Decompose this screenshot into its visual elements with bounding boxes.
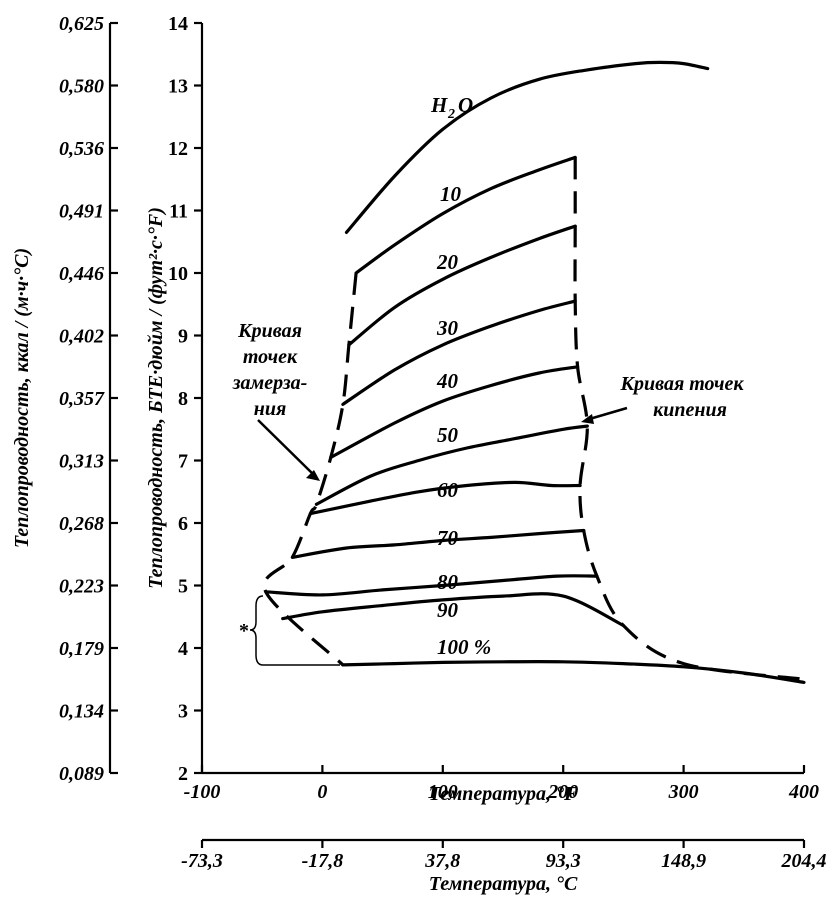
secondary-y-tick-label: 0,580 bbox=[59, 76, 104, 98]
boiling-curve-annotation: Кривая точек кипения bbox=[581, 373, 744, 424]
series-line-40 bbox=[329, 365, 580, 459]
boundary-layer bbox=[262, 157, 805, 681]
series-label-h2o-o: O bbox=[458, 93, 473, 117]
series-line-90 bbox=[281, 592, 625, 628]
freezing-point-curve bbox=[262, 272, 358, 667]
series-label-70: 70 bbox=[437, 526, 459, 550]
primary-y-tick-label: 11 bbox=[169, 201, 188, 223]
boiling-point-curve bbox=[573, 157, 805, 681]
secondary-y-tick-label: 0,313 bbox=[59, 451, 104, 473]
primary-y-tick-label: 14 bbox=[168, 13, 188, 35]
secondary-x-tick-label: -17,8 bbox=[302, 850, 344, 872]
primary-y-tick-label: 13 bbox=[168, 76, 188, 98]
freeze-line-1: Кривая bbox=[237, 320, 302, 342]
asterisk-bracket: * bbox=[239, 595, 340, 666]
boil-line-2: кипения bbox=[653, 399, 727, 421]
primary-x-tick-label: -100 bbox=[184, 781, 221, 803]
primary-y-tick-label: 5 bbox=[178, 576, 188, 598]
y-axis-label-primary: Теплопроводность, БТЕ·дюйм / (фут²·с·°F) bbox=[145, 207, 167, 589]
freeze-line-3: замерза- bbox=[232, 372, 308, 394]
series-label-100: 100 % bbox=[437, 635, 491, 659]
secondary-y-tick-label: 0,402 bbox=[59, 326, 104, 348]
secondary-x-tick-label: 148,9 bbox=[661, 850, 706, 872]
primary-x-ticks: -100 0 100 200 300 400 bbox=[184, 765, 819, 803]
primary-x-tick-label: 0 bbox=[317, 781, 327, 803]
series-line-60 bbox=[308, 480, 582, 516]
secondary-y-tick-label: 0,446 bbox=[59, 263, 104, 285]
secondary-y-tick-label: 0,179 bbox=[59, 638, 104, 660]
series-label-10: 10 bbox=[440, 182, 462, 206]
primary-y-tick-label: 9 bbox=[178, 326, 188, 348]
freeze-arrow-head bbox=[306, 470, 320, 481]
boil-arrow-shaft bbox=[585, 406, 628, 422]
series-line-20 bbox=[347, 224, 577, 347]
secondary-x-tick-label: -73,3 bbox=[181, 850, 223, 872]
series-label-30: 30 bbox=[436, 316, 459, 340]
primary-y-tick-label: 7 bbox=[178, 451, 188, 473]
primary-y-tick-label: 4 bbox=[178, 638, 188, 660]
primary-y-tick-label: 2 bbox=[178, 763, 188, 785]
series-line-10 bbox=[354, 155, 577, 275]
primary-x-tick-label: 400 bbox=[788, 781, 819, 803]
primary-x-tick-label: 300 bbox=[668, 781, 699, 803]
series-line-h2o bbox=[344, 60, 710, 234]
secondary-x-ticks: -73,3 -17,8 37,8 93,3 148,9 204,4 bbox=[181, 840, 827, 872]
freezing-curve-annotation: Кривая точек замерза- ния bbox=[232, 320, 320, 481]
series-label-90: 90 bbox=[437, 598, 459, 622]
series-line-70 bbox=[290, 528, 586, 559]
freeze-line-4: ния bbox=[254, 398, 287, 420]
series-label-h2o-sub: 2 bbox=[447, 107, 455, 122]
series-label-50: 50 bbox=[437, 423, 459, 447]
series-label-40: 40 bbox=[436, 369, 459, 393]
primary-y-tick-label: 8 bbox=[178, 388, 188, 410]
boil-line-1: Кривая точек bbox=[619, 373, 744, 395]
series-label-20: 20 bbox=[436, 250, 459, 274]
freeze-arrow-shaft bbox=[257, 419, 317, 478]
y-axis-label-secondary: Теплопроводность, ккал / (м·ч·°С) bbox=[11, 248, 33, 548]
secondary-y-tick-label: 0,134 bbox=[59, 701, 104, 723]
secondary-x-tick-label: 204,4 bbox=[781, 850, 827, 872]
secondary-y-tick-label: 0,089 bbox=[59, 763, 104, 785]
secondary-x-tick-label: 93,3 bbox=[546, 850, 581, 872]
freeze-line-2: точек bbox=[243, 346, 298, 368]
secondary-y-tick-label: 0,491 bbox=[59, 201, 104, 223]
asterisk-brace bbox=[249, 595, 264, 666]
secondary-x-tick-label: 37,8 bbox=[424, 850, 460, 872]
asterisk-mark: * bbox=[239, 620, 249, 642]
series-label-60: 60 bbox=[437, 478, 459, 502]
series-line-80 bbox=[264, 574, 599, 597]
primary-x-tick-label: 200 bbox=[547, 781, 578, 803]
primary-y-tick-label: 10 bbox=[168, 263, 188, 285]
x-axis-label-f: Температура, °F bbox=[429, 783, 578, 805]
secondary-y-tick-label: 0,268 bbox=[59, 513, 104, 535]
x-axis-label-c: Температура, °С bbox=[429, 873, 578, 895]
boil-arrow-head bbox=[581, 414, 594, 424]
primary-y-tick-label: 6 bbox=[178, 513, 188, 535]
secondary-y-tick-label: 0,223 bbox=[59, 576, 104, 598]
series-line-50 bbox=[314, 424, 589, 506]
primary-x-tick-label: 100 bbox=[428, 781, 458, 803]
series-label-h2o: H bbox=[430, 93, 448, 117]
series-line-100 bbox=[341, 659, 806, 684]
secondary-y-tick-label: 0,536 bbox=[59, 138, 104, 160]
series-line-30 bbox=[341, 299, 577, 406]
primary-y-ticks: 2 3 4 5 6 7 8 9 10 11 12 13 14 bbox=[168, 13, 202, 785]
primary-y-tick-label: 3 bbox=[178, 701, 188, 723]
secondary-y-ticks: 0,089 0,134 0,179 0,223 0,268 0,313 0,357 0,402… bbox=[59, 13, 118, 785]
primary-y-tick-label: 12 bbox=[168, 138, 188, 160]
series-label-80: 80 bbox=[437, 570, 459, 594]
secondary-y-tick-label: 0,625 bbox=[59, 13, 104, 35]
secondary-y-tick-label: 0,357 bbox=[59, 388, 105, 410]
